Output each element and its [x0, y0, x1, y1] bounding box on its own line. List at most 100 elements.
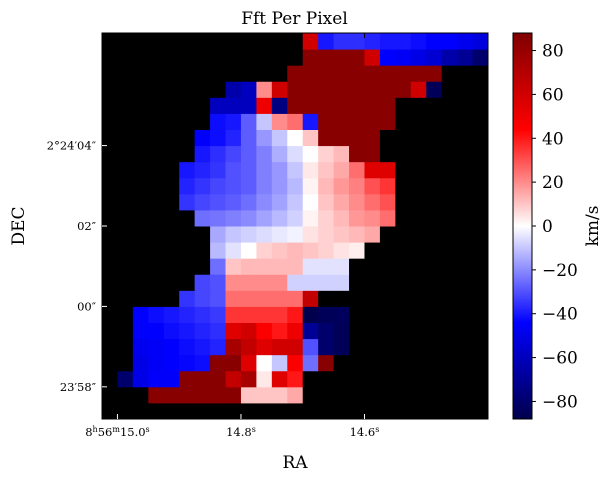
- heatmap-cell: [256, 322, 273, 340]
- heatmap-cell: [102, 258, 118, 275]
- heatmap-cell: [364, 81, 381, 98]
- heatmap-cell: [271, 209, 288, 227]
- heatmap-cell: [302, 81, 319, 98]
- heatmap-cell: [302, 274, 319, 291]
- heatmap-cell: [410, 129, 427, 147]
- heatmap-cell: [148, 322, 165, 340]
- heatmap-cell: [472, 354, 489, 372]
- heatmap-cell: [441, 33, 458, 50]
- heatmap-cell: [256, 161, 273, 179]
- heatmap-cell: [225, 258, 242, 275]
- heatmap-cell: [426, 258, 443, 275]
- heatmap-cell: [271, 306, 288, 323]
- heatmap-cell: [395, 177, 412, 195]
- heatmap-cell: [132, 177, 149, 195]
- heatmap-cell: [364, 209, 381, 227]
- heatmap-cell: [426, 354, 443, 372]
- heatmap-cell: [349, 81, 365, 98]
- heatmap-cell: [225, 145, 242, 163]
- heatmap-cell: [302, 129, 319, 147]
- heatmap-cell: [256, 145, 273, 163]
- heatmap-cell: [256, 370, 273, 388]
- heatmap-cell: [426, 177, 443, 195]
- heatmap-cell: [441, 129, 458, 147]
- heatmap-cell: [349, 274, 365, 291]
- heatmap-cell: [287, 161, 304, 179]
- heatmap-cell: [194, 242, 211, 259]
- heatmap-cell: [379, 97, 396, 114]
- heatmap-cell: [410, 81, 427, 98]
- heatmap-cell: [333, 49, 350, 66]
- heatmap-cell: [148, 177, 165, 195]
- heatmap-cell: [364, 242, 381, 259]
- heatmap-cell: [194, 354, 211, 372]
- heatmap-cell: [132, 386, 149, 404]
- heatmap-cell: [441, 226, 458, 243]
- heatmap-cell: [210, 177, 227, 195]
- colorbar-tick-label: −80: [542, 392, 578, 412]
- heatmap-cell: [379, 209, 396, 227]
- heatmap-cell: [225, 402, 242, 420]
- heatmap-cell: [225, 322, 242, 340]
- heatmap-cell: [194, 274, 211, 291]
- heatmap-cell: [410, 290, 427, 307]
- heatmap-cell: [302, 306, 319, 323]
- heatmap-cell: [395, 338, 412, 356]
- heatmap-cell: [117, 306, 134, 323]
- heatmap-cell: [318, 65, 335, 82]
- heatmap-cell: [302, 33, 319, 50]
- heatmap-cell: [132, 113, 149, 130]
- heatmap-cell: [318, 49, 335, 66]
- heatmap-cell: [271, 386, 288, 404]
- heatmap-cell: [225, 49, 242, 66]
- heatmap-cell: [148, 193, 165, 211]
- heatmap-cell: [240, 193, 257, 211]
- heatmap-cell: [163, 402, 180, 420]
- colorbar-tick-label: 40: [542, 129, 564, 149]
- heatmap-cell: [132, 226, 149, 243]
- heatmap-cell: [163, 290, 180, 307]
- heatmap-cell: [210, 242, 227, 259]
- heatmap-cell: [426, 193, 443, 211]
- heatmap-cell: [102, 209, 118, 227]
- heatmap-cell: [318, 129, 335, 147]
- heatmap-cell: [287, 145, 304, 163]
- heatmap-cell: [426, 161, 443, 179]
- heatmap-cell: [240, 81, 257, 98]
- heatmap-cell: [179, 258, 196, 275]
- heatmap-cell: [395, 145, 412, 163]
- heatmap-cell: [240, 129, 257, 147]
- heatmap-cell: [148, 242, 165, 259]
- heatmap-cell: [395, 97, 412, 114]
- heatmap-cell: [117, 402, 134, 420]
- heatmap-cell: [379, 177, 396, 195]
- y-ticks: 2°24′04″ 02″ 00″ 23′58″: [47, 139, 488, 394]
- heatmap-cell: [132, 65, 149, 82]
- heatmap-cell: [163, 177, 180, 195]
- heatmap-cell: [364, 402, 381, 420]
- heatmap-cell: [132, 306, 149, 323]
- heatmap-cell: [179, 97, 196, 114]
- heatmap-cell: [225, 242, 242, 259]
- heatmap-cell: [379, 33, 396, 50]
- heatmap-cell: [472, 402, 489, 420]
- heatmap-cell: [240, 258, 257, 275]
- tick-label: 14.8s: [226, 425, 256, 439]
- heatmap-cell: [102, 322, 118, 340]
- heatmap-cell: [349, 113, 365, 130]
- heatmap-cell: [410, 33, 427, 50]
- heatmap-cell: [364, 322, 381, 340]
- heatmap-cell: [302, 354, 319, 372]
- heatmap-cell: [472, 306, 489, 323]
- heatmap-cell: [457, 193, 474, 211]
- heatmap-cell: [457, 242, 474, 259]
- heatmap-cell: [426, 226, 443, 243]
- heatmap-cell: [457, 33, 474, 50]
- heatmap-cell: [441, 242, 458, 259]
- heatmap-cell: [333, 65, 350, 82]
- heatmap-cell: [210, 145, 227, 163]
- heatmap-cell: [441, 81, 458, 98]
- heatmap-cell: [395, 242, 412, 259]
- heatmap-cell: [102, 193, 118, 211]
- heatmap-cell: [179, 65, 196, 82]
